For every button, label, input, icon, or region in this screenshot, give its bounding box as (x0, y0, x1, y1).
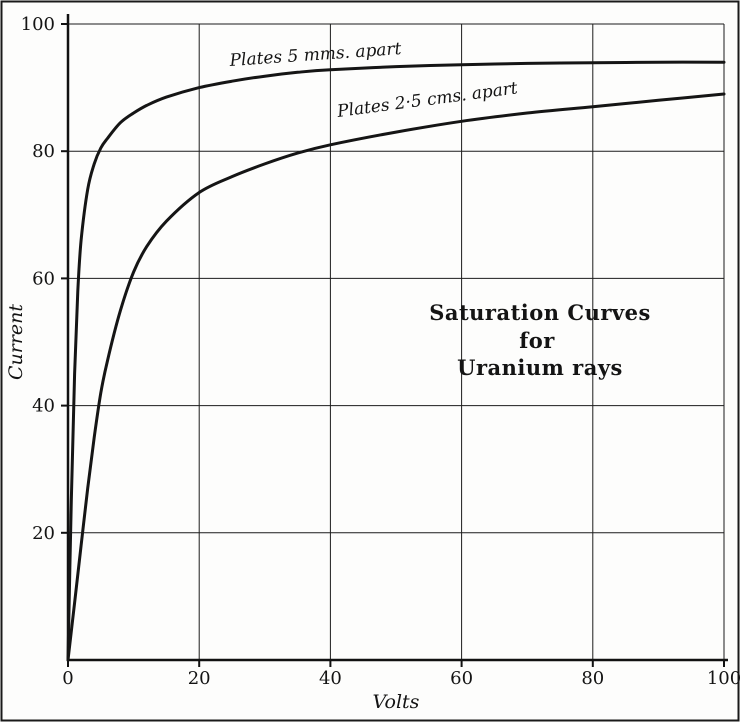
tick-labels: 0 20 40 60 80 100 20 40 60 80 100 (21, 14, 740, 689)
curves (66, 60, 726, 662)
chart-title-line-1: Saturation Curves (429, 300, 651, 325)
x-tick-label-100: 100 (707, 668, 740, 689)
curve-plates-5mm (66, 60, 726, 662)
x-axis-title: Volts (373, 691, 420, 713)
x-tick-label-40: 40 (319, 668, 342, 689)
chart-title-line-2: for (519, 328, 555, 353)
y-tick-label-20: 20 (32, 523, 55, 544)
tick-marks (61, 23, 725, 667)
y-tick-label-100: 100 (21, 14, 55, 35)
y-axis-title: Current (5, 304, 27, 380)
x-tick-label-80: 80 (581, 668, 604, 689)
curve-plates-2-5cm (66, 92, 726, 662)
axes (66, 14, 728, 662)
x-tick-label-20: 20 (188, 668, 211, 689)
curve-label-plates-2-5cm: Plates 2·5 cms. apart (335, 78, 519, 122)
gridlines (68, 23, 725, 660)
y-tick-label-80: 80 (32, 141, 55, 162)
y-tick-label-40: 40 (32, 396, 55, 417)
x-tick-label-60: 60 (450, 668, 473, 689)
y-tick-label-60: 60 (32, 268, 55, 289)
x-tick-label-0: 0 (62, 668, 73, 689)
chart-title-line-3: Uranium rays (457, 355, 623, 380)
